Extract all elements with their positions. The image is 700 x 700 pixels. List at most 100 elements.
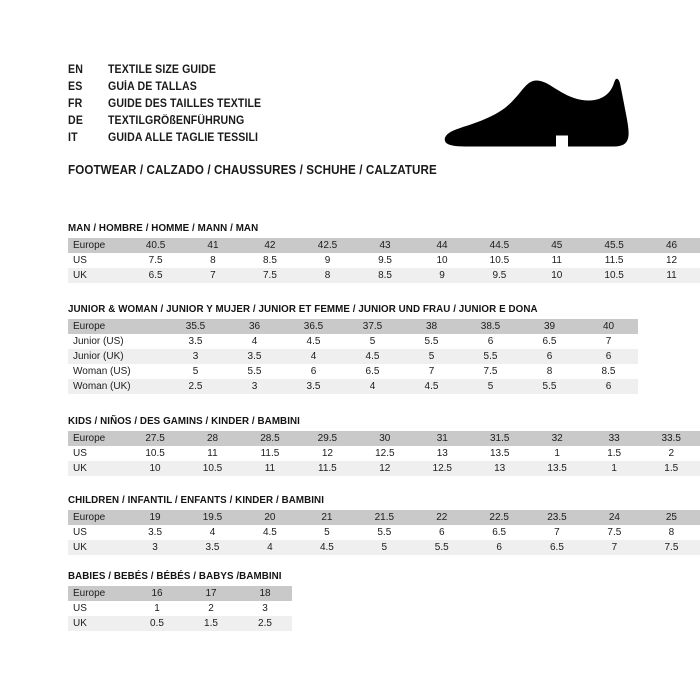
size-cell: 36.5 <box>284 319 343 334</box>
size-cell: 11.5 <box>298 461 357 476</box>
section-heading-man: MAN / HOMBRE / HOMME / MANN / MAN <box>68 222 259 234</box>
size-cell: 31.5 <box>470 431 529 446</box>
size-cell: 23.5 <box>528 510 586 525</box>
size-cell: 2 <box>184 601 238 616</box>
language-title: TEXTILE SIZE GUIDE <box>108 64 217 76</box>
section-heading-kids: KIDS / NIÑOS / DES GAMINS / KINDER / BAM… <box>68 415 300 427</box>
language-title-row: IT GUIDA ALLE TAGLIE TESSILI <box>68 130 438 147</box>
size-cell: 1 <box>130 601 184 616</box>
size-cell: 5 <box>402 349 461 364</box>
size-cell: 0.5 <box>130 616 184 631</box>
size-cell: 36 <box>225 319 284 334</box>
size-cell: 13 <box>413 446 471 461</box>
size-table-section-babies: BABIES / BEBÉS / BÉBÉS / BABYS /BAMBINI E… <box>68 570 298 631</box>
size-cell: 40.5 <box>126 238 185 253</box>
size-table-section-man: MAN / HOMBRE / HOMME / MANN / MAN Europe 4… <box>68 222 700 283</box>
table-row: UK 0.5 1.5 2.5 <box>68 616 292 631</box>
size-cell: 4 <box>284 349 343 364</box>
language-code: ES <box>68 81 83 93</box>
size-cell: 10 <box>126 461 184 476</box>
size-cell: 6 <box>579 379 638 394</box>
size-cell: 8 <box>642 525 700 540</box>
table-row: Junior (UK) 3 3.5 4 4.5 5 5.5 6 6 <box>68 349 638 364</box>
size-cell: 41 <box>184 238 242 253</box>
size-cell: 22.5 <box>470 510 529 525</box>
size-cell: 39 <box>520 319 579 334</box>
size-cell: 10.5 <box>585 268 644 283</box>
language-title: GUIDA ALLE TAGLIE TESSILI <box>108 132 259 144</box>
size-cell: 29.5 <box>298 431 357 446</box>
size-cell: 2.5 <box>238 616 292 631</box>
dress-shoe-silhouette-icon <box>444 78 630 150</box>
size-cell: 25 <box>642 510 700 525</box>
size-cell: 11.5 <box>241 446 299 461</box>
size-cell: 16 <box>130 586 184 601</box>
size-cell: 30 <box>356 431 414 446</box>
section-heading-junior: JUNIOR & WOMAN / JUNIOR Y MUJER / JUNIOR… <box>68 303 538 315</box>
size-cell: 32 <box>528 431 586 446</box>
size-cell: 42.5 <box>298 238 357 253</box>
size-table-children: Europe 19 19.5 20 21 21.5 22 22.5 23.5 24 25 US 3.5 4… <box>68 510 700 555</box>
size-cell: 43 <box>356 238 414 253</box>
size-cell: 5 <box>298 525 356 540</box>
size-cell: 3.5 <box>225 349 284 364</box>
row-label: Europe <box>68 586 130 601</box>
size-cell: 10 <box>528 268 586 283</box>
size-table-babies: Europe 16 17 18 US 1 2 3 UK 0.5 1.5 2.5 <box>68 586 292 631</box>
size-cell: 7 <box>184 268 242 283</box>
size-cell: 4 <box>343 379 402 394</box>
size-cell: 17 <box>184 586 238 601</box>
size-cell: 7 <box>585 540 643 555</box>
size-cell: 9.5 <box>356 253 414 268</box>
table-row: Woman (US) 5 5.5 6 6.5 7 7.5 8 8.5 <box>68 364 638 379</box>
row-label: UK <box>68 540 127 555</box>
size-cell: 3 <box>238 601 292 616</box>
size-cell: 12 <box>356 461 414 476</box>
size-table-junior: Europe 35.5 36 36.5 37.5 38 38.5 39 40 Junior (US… <box>68 319 638 394</box>
size-cell: 46 <box>643 238 700 253</box>
size-cell: 1.5 <box>642 461 700 476</box>
size-cell: 12.5 <box>356 446 414 461</box>
row-label: Woman (UK) <box>68 379 166 394</box>
language-title: GUIDE DES TAILLES TEXTILE <box>108 98 262 110</box>
size-cell: 13.5 <box>470 446 529 461</box>
row-label: Woman (US) <box>68 364 166 379</box>
size-cell: 7.5 <box>642 540 700 555</box>
size-cell: 24 <box>585 510 643 525</box>
size-cell: 4 <box>225 334 284 349</box>
size-cell: 7 <box>402 364 461 379</box>
size-cell: 8.5 <box>579 364 638 379</box>
size-cell: 6 <box>413 525 471 540</box>
size-cell: 4.5 <box>284 334 343 349</box>
size-cell: 6.5 <box>528 540 586 555</box>
size-table-kids: Europe 27.5 28 28.5 29.5 30 31 31.5 32 33 33.5 US 10… <box>68 431 700 476</box>
size-cell: 21 <box>298 510 356 525</box>
size-cell: 44 <box>413 238 471 253</box>
section-heading-children: CHILDREN / INFANTIL / ENFANTS / KINDER /… <box>68 494 325 506</box>
row-label: Europe <box>68 431 127 446</box>
table-row: US 7.5 8 8.5 9 9.5 10 10.5 11 11.5 12 <box>68 253 700 268</box>
size-cell: 9.5 <box>470 268 529 283</box>
language-code: FR <box>68 98 83 110</box>
row-label: UK <box>68 616 130 631</box>
size-cell: 4.5 <box>241 525 299 540</box>
size-cell: 38 <box>402 319 461 334</box>
size-cell: 11 <box>241 461 299 476</box>
size-cell: 8.5 <box>241 253 299 268</box>
category-title: FOOTWEAR / CALZADO / CHAUSSURES / SCHUHE… <box>68 163 437 177</box>
size-cell: 5.5 <box>402 334 461 349</box>
size-cell: 38.5 <box>461 319 520 334</box>
language-title: TEXTILGRÖßENFÜHRUNG <box>108 115 245 127</box>
size-cell: 1.5 <box>585 446 643 461</box>
size-cell: 7.5 <box>585 525 643 540</box>
size-cell: 3 <box>166 349 225 364</box>
size-cell: 4.5 <box>402 379 461 394</box>
section-heading-babies: BABIES / BEBÉS / BÉBÉS / BABYS /BAMBINI <box>68 570 282 582</box>
size-cell: 20 <box>241 510 299 525</box>
size-cell: 5 <box>343 334 402 349</box>
size-cell: 10 <box>413 253 471 268</box>
row-label: Europe <box>68 238 127 253</box>
size-cell: 35.5 <box>166 319 225 334</box>
size-cell: 10.5 <box>126 446 184 461</box>
size-cell: 19.5 <box>183 510 242 525</box>
